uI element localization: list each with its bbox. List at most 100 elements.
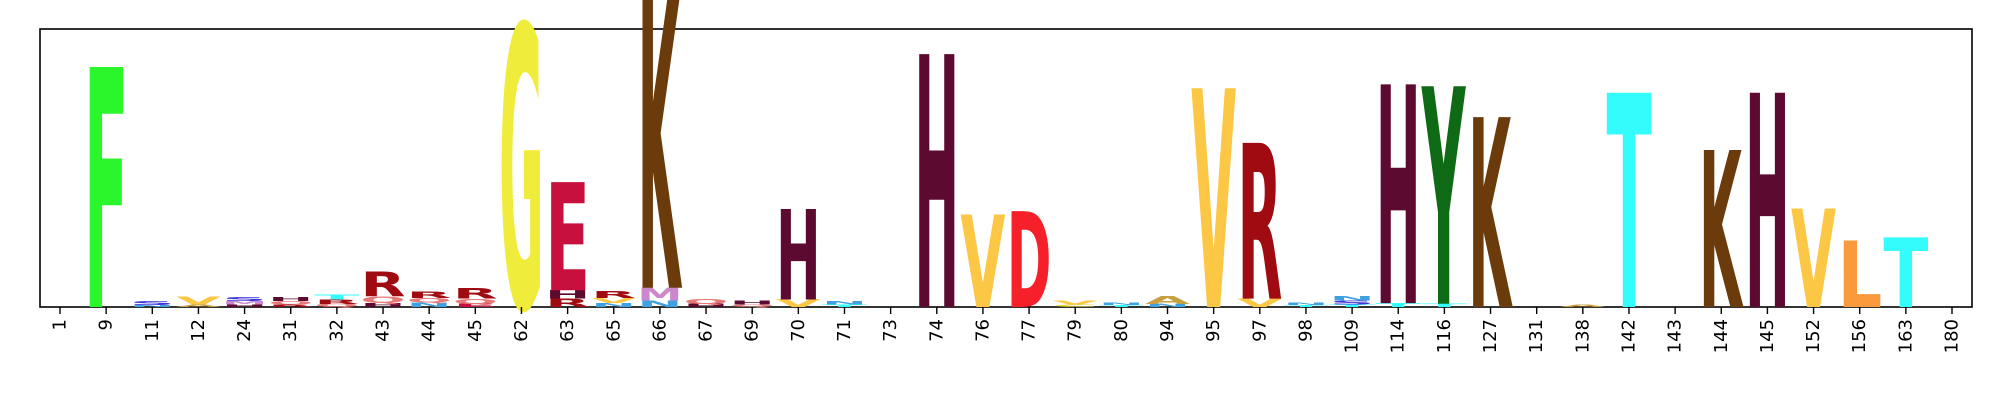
x-tick-label: 98 [1295,319,1316,342]
logo-letter-Q: Q [684,297,729,305]
logo-letter-Q: Q [361,295,406,305]
x-tick-label: 12 [188,319,209,342]
logo-letter-T: T [1099,305,1144,308]
logo-letter-M: M [222,300,267,305]
x-tick-label: 94 [1157,319,1178,342]
logo-letter-R: R [407,290,452,300]
x-tick-label: 131 [1526,319,1547,353]
x-tick-label: 70 [788,319,809,342]
logo-letter-N: N [407,301,452,308]
logo-letter-V: V [776,297,822,309]
logo-letter-V: V [1191,28,1236,378]
logo-letter-Y: Y [1421,26,1466,374]
logo-letter-H: H [361,302,406,308]
logo-letter-V: V [1791,181,1836,339]
logo-letter-V: V [1237,296,1283,309]
x-tick-label: 80 [1111,319,1132,342]
x-tick-label: 45 [465,319,486,342]
logo-letter-E: E [545,153,590,326]
logo-letter-Q: Q [730,304,775,308]
x-tick-label: 180 [1942,319,1963,353]
x-tick-label: 43 [373,319,394,342]
logo-letter-H: H [222,304,267,308]
logo-letter-C: C [1053,304,1098,308]
x-tick-label: 31 [280,319,301,342]
logo-letter-F: F [84,2,129,385]
x-tick-label: 156 [1849,319,1870,353]
logo-letter-V: V [176,295,222,307]
x-tick-label: 127 [1480,319,1501,353]
logo-letter-V: V [1053,300,1098,306]
x-tick-label: 142 [1618,319,1639,353]
logo-letter-V: V [960,191,1005,337]
logo-letter-Q: Q [268,300,313,305]
x-tick-label: 63 [557,319,578,342]
logo-letter-S: S [222,296,267,302]
x-tick-label: 138 [1572,319,1593,353]
logo-letter-K: K [637,0,682,383]
x-tick-label: 32 [326,319,347,342]
logo-letter-Q: Q [453,297,498,305]
logo-letter-K: K [1468,66,1513,369]
logo-letter-T: T [1330,304,1375,308]
logo-letter-R: R [268,304,313,308]
x-tick-label: 145 [1757,319,1778,353]
x-tick-label: 144 [1711,319,1732,353]
x-tick-label: 66 [649,319,670,342]
x-tick-label: 69 [742,319,763,342]
logo-letter-N: N [1283,302,1328,306]
logo-letter-T: T [822,304,867,308]
x-tick-label: 44 [419,319,440,342]
logo-letter-A: A [176,304,221,308]
x-tick-label: 97 [1249,319,1270,342]
x-tick-label: 79 [1065,319,1086,342]
logo-letter-N: N [1099,302,1144,306]
logo-letter-S: S [1330,300,1375,306]
x-tick-label: 67 [696,319,717,342]
logo-letter-K: K [1699,108,1744,359]
x-tick-label: 109 [1342,319,1363,353]
logo-letter-A: A [1560,304,1605,308]
logo-letter-H: H [776,186,821,329]
x-tick-label: 62 [511,319,532,342]
plot-frame [39,28,1973,308]
logo-letter-T: T [1422,303,1467,308]
x-tick-label: 143 [1665,319,1686,353]
logo-letter-Q: Q [314,303,359,308]
logo-letter-N: N [591,302,636,308]
logo-letter-T: T [314,293,359,301]
logo-letter-S: S [130,300,175,306]
logo-letter-R: R [591,289,636,300]
logo-letter-T: T [1283,305,1328,308]
x-tick-label: 95 [1203,319,1224,342]
logo-letter-D: D [1007,185,1052,338]
logo-letter-H: H [730,300,775,306]
logo-letter-H: H [1376,25,1421,374]
logo-letter-V: V [591,297,636,305]
x-tick-label: 9 [96,319,117,330]
logo-letter-H: H [268,296,313,302]
logo-letter-Q: Q [407,297,452,304]
logo-letter-R: R [361,266,406,305]
x-tick-label: 114 [1388,319,1409,353]
logo-letter-E: E [453,303,498,308]
x-axis: 1 9 11 12 24 31 32 43 44 45 62 63 65 66 67 69 70 71 73 74 76… [50,307,1963,353]
x-tick-label: 163 [1895,319,1916,353]
x-tick-label: 116 [1434,319,1455,353]
logo-letter-H: H [914,0,959,389]
logo-letter-R: R [453,286,498,302]
x-tick-label: 65 [603,319,624,342]
logo-letter-N: N [130,305,175,308]
logo-letter-H: H [684,303,729,308]
logo-letter-T: T [1376,302,1421,308]
x-tick-label: 77 [1019,319,1040,342]
x-tick-label: 152 [1803,319,1824,353]
x-tick-label: 11 [142,319,163,342]
x-tick-label: 73 [880,319,901,342]
x-tick-label: 74 [926,319,947,342]
logo-letter-H: H [545,288,590,301]
x-tick-label: 24 [234,319,255,342]
logo-letter-R: R [314,298,359,305]
x-tick-label: 76 [972,319,993,342]
